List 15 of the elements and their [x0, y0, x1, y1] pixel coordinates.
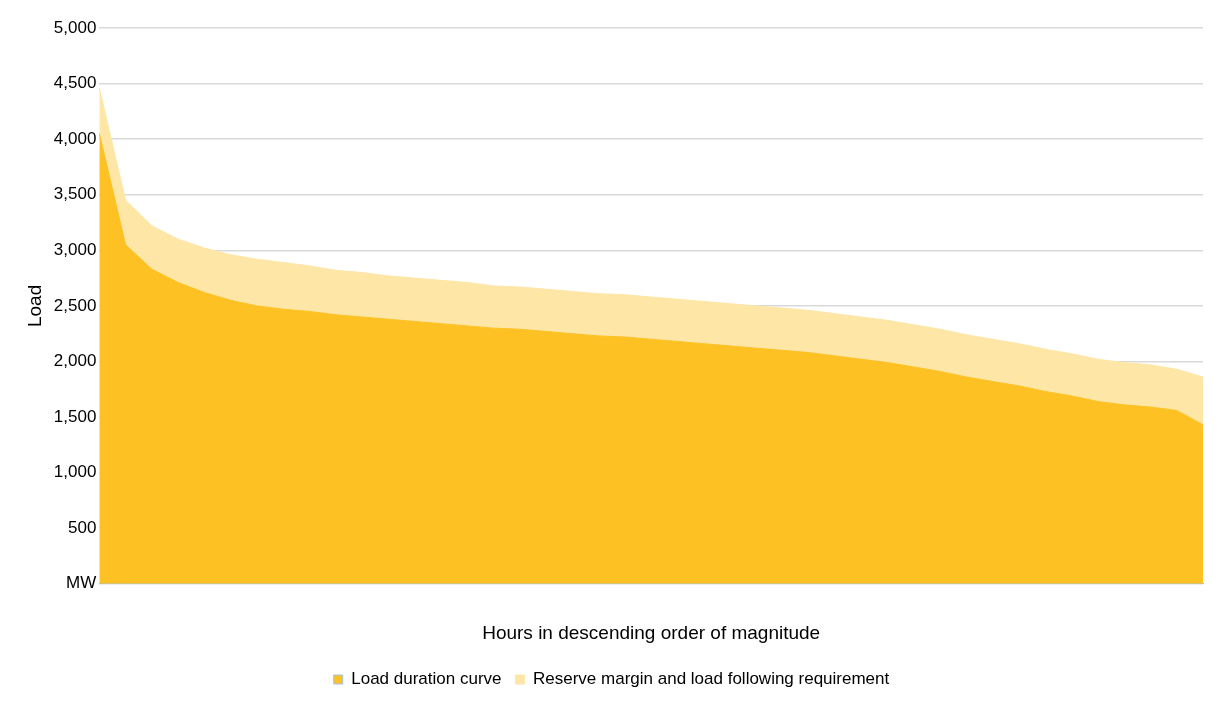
y-tick-label: 2,000	[53, 351, 97, 371]
y-tick-label: MW	[66, 573, 97, 593]
x-axis-title: Hours in descending order of magnitude	[482, 621, 821, 643]
y-tick-label: 1,000	[53, 462, 97, 482]
y-tick-label: 500	[67, 517, 97, 537]
y-axis-title: Load	[23, 284, 45, 328]
y-tick-label: 3,500	[53, 184, 97, 204]
y-tick-label: 4,000	[53, 128, 97, 148]
legend-label: Reserve margin and load following requirement	[533, 669, 890, 689]
y-tick-label: 1,500	[53, 406, 97, 426]
y-tick-label: 5,000	[53, 17, 97, 37]
y-tick-label: 3,000	[53, 240, 97, 260]
legend-label: Load duration curve	[351, 669, 502, 689]
y-tick-label: 2,500	[53, 295, 97, 315]
y-tick-label: 4,500	[53, 73, 97, 93]
